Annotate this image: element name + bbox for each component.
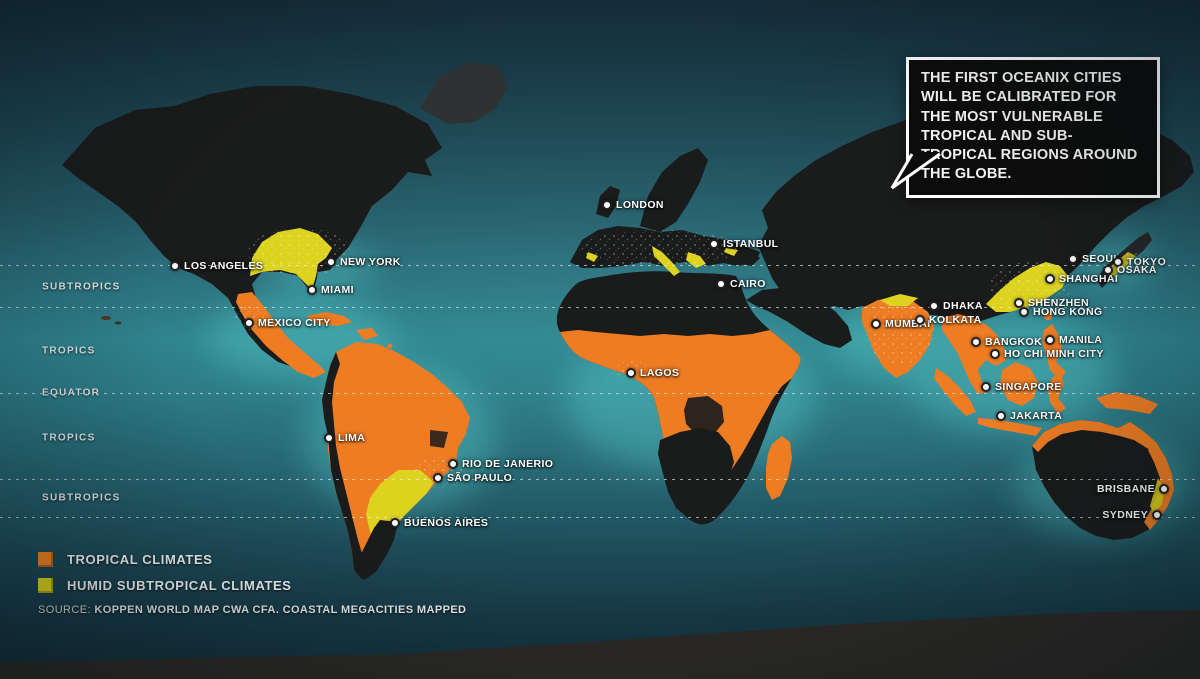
city-dot-icon bbox=[929, 301, 939, 311]
city-label: DHAKA bbox=[943, 300, 983, 312]
city-label: BUENOS AIRES bbox=[404, 517, 489, 529]
latitude-line bbox=[0, 265, 1200, 266]
latitude-label: TROPICS bbox=[42, 432, 96, 444]
city-dot-icon bbox=[1152, 510, 1162, 520]
latitude-line bbox=[0, 479, 1200, 480]
city-label: HO CHI MINH CITY bbox=[1004, 348, 1104, 360]
antarctica bbox=[0, 610, 1200, 679]
city-dot-icon bbox=[244, 318, 254, 328]
latitude-label: TROPICS bbox=[42, 345, 96, 357]
latitude-label: SUBTROPICS bbox=[42, 281, 121, 293]
city-label: SEOUL bbox=[1082, 253, 1121, 265]
city-dot-icon bbox=[971, 337, 981, 347]
city-dot-icon bbox=[1113, 257, 1123, 267]
city-dot-icon bbox=[716, 279, 726, 289]
city-label: SHANGHAI bbox=[1059, 273, 1119, 285]
city-label: NEW YORK bbox=[340, 256, 401, 268]
city-label: SYDNEY bbox=[1102, 509, 1148, 521]
city-label: MANILA bbox=[1059, 334, 1103, 346]
latitude-line bbox=[0, 517, 1200, 518]
city-label: ISTANBUL bbox=[723, 238, 779, 250]
hawaii-2 bbox=[114, 321, 122, 325]
arabia bbox=[746, 288, 852, 348]
city-dot-icon bbox=[1014, 298, 1024, 308]
city-dot-icon bbox=[1019, 307, 1029, 317]
latitude-line bbox=[0, 307, 1200, 308]
city-dot-icon bbox=[1045, 274, 1055, 284]
source-note: SOURCE: KOPPEN WORLD MAP CWA CFA. COASTA… bbox=[38, 604, 466, 616]
city-dot-icon bbox=[433, 473, 443, 483]
city-label: SHENZHEN bbox=[1028, 297, 1089, 309]
city-dot-icon bbox=[448, 459, 458, 469]
city-dot-icon bbox=[996, 411, 1006, 421]
legend-label: HUMID SUBTROPICAL CLIMATES bbox=[67, 578, 292, 593]
city-dot-icon bbox=[390, 518, 400, 528]
city-label: HONG KONG bbox=[1033, 306, 1103, 318]
city-label: LOS ANGELES bbox=[184, 260, 264, 272]
city-label: BANGKOK bbox=[985, 336, 1043, 348]
callout-tail bbox=[890, 152, 941, 190]
city-dot-icon bbox=[602, 200, 612, 210]
city-label: TOKYO bbox=[1127, 256, 1167, 268]
city-dot-icon bbox=[626, 368, 636, 378]
city-label: LAGOS bbox=[640, 367, 680, 379]
continent-north-america bbox=[62, 86, 442, 368]
city-label: CAIRO bbox=[730, 278, 766, 290]
continent-australia bbox=[1032, 420, 1174, 540]
legend-item: HUMID SUBTROPICAL CLIMATES bbox=[38, 578, 466, 593]
scandinavia bbox=[640, 148, 708, 232]
city-dot-icon bbox=[1103, 265, 1113, 275]
legend-item: TROPICAL CLIMATES bbox=[38, 552, 466, 567]
city-dot-icon bbox=[1068, 254, 1078, 264]
city-label: LONDON bbox=[616, 199, 664, 211]
callout-text: THE FIRST OCEANIX CITIES WILL BE CALIBRA… bbox=[921, 70, 1138, 183]
city-label: MIAMI bbox=[321, 284, 354, 296]
source-prefix: SOURCE: bbox=[38, 604, 91, 616]
latitude-label: SUBTROPICS bbox=[42, 492, 121, 504]
city-dot-icon bbox=[307, 285, 317, 295]
latitude-line bbox=[0, 393, 1200, 394]
legend-swatch-icon bbox=[38, 552, 53, 567]
terrain-shadow-layer bbox=[322, 282, 744, 580]
legend: TROPICAL CLIMATES HUMID SUBTROPICAL CLIM… bbox=[38, 552, 466, 616]
city-dot-icon bbox=[170, 261, 180, 271]
city-label: MEXICO CITY bbox=[258, 317, 331, 329]
city-dot-icon bbox=[915, 315, 925, 325]
city-dot-icon bbox=[709, 239, 719, 249]
city-label: SÃO PAULO bbox=[447, 472, 513, 484]
legend-swatch-icon bbox=[38, 578, 53, 593]
city-dot-icon bbox=[871, 319, 881, 329]
city-dot-icon bbox=[1159, 484, 1169, 494]
city-label: LIMA bbox=[338, 432, 366, 444]
city-label: SINGAPORE bbox=[995, 381, 1062, 393]
city-label: RIO DE JANERIO bbox=[462, 458, 554, 470]
city-dot-icon bbox=[981, 382, 991, 392]
city-label: KOLKATA bbox=[929, 314, 982, 326]
city-dot-icon bbox=[324, 433, 334, 443]
callout-box: THE FIRST OCEANIX CITIES WILL BE CALIBRA… bbox=[906, 57, 1160, 198]
latitude-label: EQUATOR bbox=[42, 387, 101, 399]
greenland bbox=[420, 62, 508, 124]
city-dot-icon bbox=[326, 257, 336, 267]
source-text: KOPPEN WORLD MAP CWA CFA. COASTAL MEGACI… bbox=[94, 604, 467, 616]
legend-label: TROPICAL CLIMATES bbox=[67, 552, 213, 567]
hawaii bbox=[101, 316, 111, 320]
city-dot-icon bbox=[1045, 335, 1055, 345]
city-label: OSAKA bbox=[1117, 264, 1157, 276]
city-label: BRISBANE bbox=[1096, 483, 1155, 495]
city-dot-icon bbox=[990, 349, 1000, 359]
city-label: JAKARTA bbox=[1010, 410, 1063, 422]
